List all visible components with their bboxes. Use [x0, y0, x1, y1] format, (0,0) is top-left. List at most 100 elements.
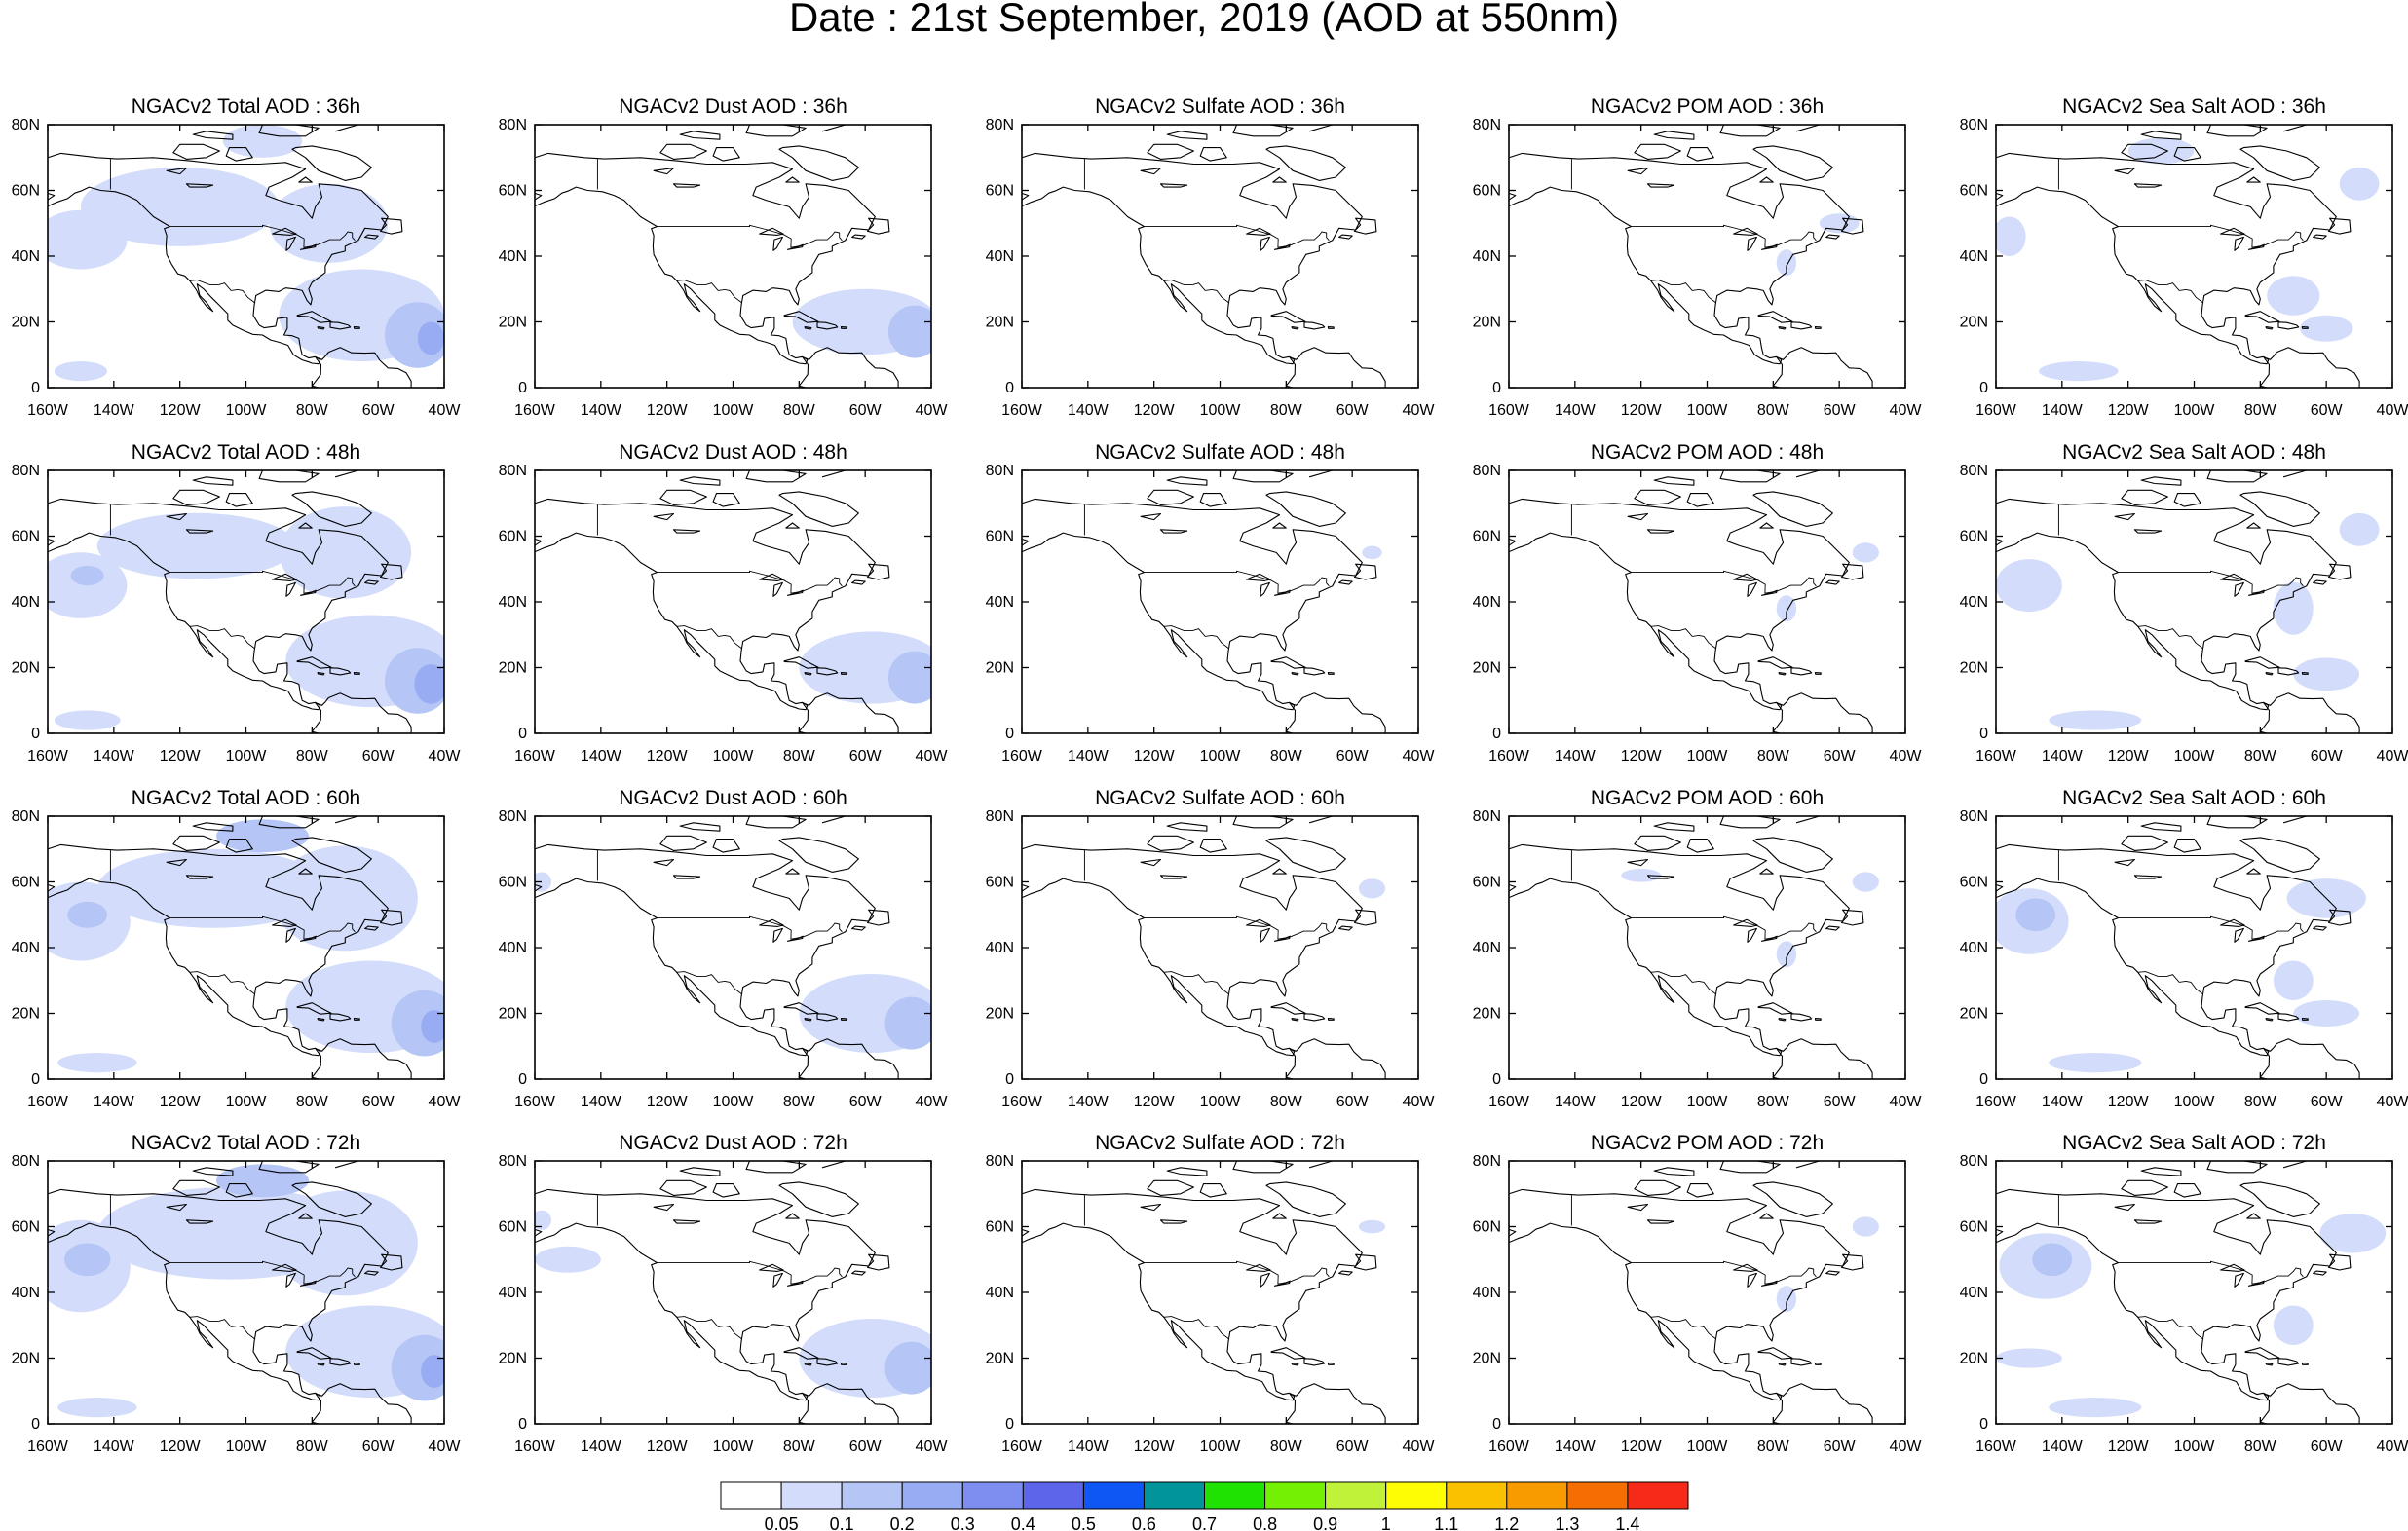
aod-shade-level-1: [2273, 1305, 2314, 1346]
us-mexico-border: [1163, 971, 1229, 994]
island-outline: [329, 1358, 352, 1366]
lat-tick-label: 0: [1492, 380, 1501, 396]
aod-field: [1996, 878, 2366, 1073]
us-canada-border: [657, 915, 843, 940]
island-outline: [1353, 1253, 1377, 1271]
lon-tick-label: 40W: [429, 1438, 462, 1455]
colorbar-label: 0.7: [1192, 1514, 1217, 1531]
island-outline: [296, 656, 332, 669]
map-panel-seasalt-72h: NGACv2 Sea Salt AOD : 72h 160W 140W 120W 100…: [1960, 1132, 2408, 1455]
island-outline: [1147, 1179, 1194, 1196]
lake-outline: [1140, 858, 1162, 867]
lon-tick-label: 40W: [2377, 1094, 2408, 1110]
lon-tick-label: 60W: [362, 1094, 395, 1110]
lat-tick-label: 20N: [499, 1006, 527, 1023]
lat-tick-label: 20N: [1473, 315, 1501, 331]
island-outline: [353, 326, 360, 329]
panel-title: NGACv2 POM AOD : 72h: [1591, 1132, 1824, 1154]
aod-field: [48, 1164, 444, 1418]
lake-outline: [653, 512, 675, 521]
island-outline: [679, 476, 721, 486]
panel-title: NGACv2 POM AOD : 36h: [1591, 95, 1824, 118]
us-mexico-border: [2137, 280, 2203, 303]
panel-title: NGACv2 Total AOD : 72h: [132, 1132, 360, 1154]
lat-tick-label: 80N: [499, 808, 527, 825]
lat-tick-label: 0: [1492, 1416, 1501, 1433]
island-outline: [192, 131, 234, 140]
lon-tick-label: 140W: [2042, 402, 2084, 419]
lon-tick-label: 60W: [1824, 1094, 1857, 1110]
us-canada-border: [1144, 570, 1330, 594]
lon-tick-label: 60W: [849, 402, 883, 419]
lat-tick-label: 60N: [986, 875, 1014, 891]
island-outline: [2206, 1161, 2268, 1174]
colorbar-swatch: [901, 1481, 963, 1510]
lake-outline: [1159, 183, 1188, 188]
panel-title: NGACv2 POM AOD : 60h: [1591, 787, 1824, 809]
island-outline: [298, 868, 313, 875]
south-america-coastline: [798, 692, 931, 733]
lat-tick-label: 40N: [12, 248, 40, 265]
lon-tick-label: 100W: [713, 1438, 755, 1455]
lon-tick-label: 40W: [1890, 402, 1923, 419]
map-panel-sulfate-36h: NGACv2 Sulfate AOD : 36h 160W 140W 120W 100W…: [986, 95, 1436, 419]
island-outline: [2327, 909, 2352, 926]
lake-outline: [1646, 529, 1675, 534]
lon-tick-label: 140W: [94, 1094, 135, 1110]
north-america-coastline: [535, 152, 876, 365]
lake-outline: [1747, 927, 1757, 943]
us-canada-border: [2118, 570, 2304, 594]
colorbar-swatch: [1385, 1481, 1448, 1510]
south-america-coastline: [1285, 1383, 1418, 1424]
lat-tick-label: 0: [1979, 380, 1988, 396]
aod-shade-level-1: [96, 848, 329, 928]
island-outline: [1272, 868, 1287, 875]
lake-outline: [1627, 858, 1649, 867]
figure-title: Date : 21st September, 2019 (AOD at 550n…: [789, 0, 1619, 40]
aod-shade-level-2: [64, 1243, 111, 1277]
island-outline: [317, 1018, 325, 1022]
island-outline: [1353, 563, 1377, 580]
island-outline: [1719, 1161, 1781, 1174]
island-outline: [1759, 522, 1774, 529]
island-outline: [1719, 816, 1781, 829]
north-america-coastline: [535, 1188, 876, 1401]
lake-outline: [1260, 927, 1270, 943]
island-outline: [2313, 234, 2327, 240]
greenland-coastline: [1795, 816, 1905, 824]
coastlines: [1509, 816, 1905, 1079]
aod-field: [1358, 878, 1386, 899]
aod-shade-level-2: [2032, 1243, 2073, 1277]
island-outline: [778, 491, 859, 527]
island-outline: [2206, 816, 2268, 829]
lon-tick-label: 160W: [1001, 1438, 1043, 1455]
island-outline: [2277, 1358, 2300, 1366]
panel-title: NGACv2 Dust AOD : 72h: [619, 1132, 847, 1154]
aod-field: [1621, 869, 1879, 968]
south-america-coastline: [1772, 1038, 1905, 1079]
lake-outline: [185, 875, 214, 879]
panel-title: NGACv2 Dust AOD : 36h: [619, 95, 847, 118]
coastlines: [1022, 470, 1418, 733]
aod-shade-level-2: [887, 651, 931, 704]
island-outline: [816, 321, 839, 330]
aod-field: [535, 872, 931, 1053]
island-outline: [296, 1347, 332, 1360]
island-outline: [2277, 667, 2300, 676]
lon-tick-label: 40W: [1890, 1094, 1923, 1110]
aod-shade-level-1: [535, 1210, 551, 1230]
aod-shade-level-1: [222, 125, 303, 158]
lake-outline: [653, 858, 675, 867]
panel-title: NGACv2 Total AOD : 36h: [132, 95, 360, 118]
island-outline: [2265, 326, 2274, 330]
lake-outline: [299, 589, 317, 596]
colorbar-swatch: [1022, 1481, 1084, 1510]
colorbar-swatch: [1325, 1481, 1387, 1510]
lon-tick-label: 100W: [2174, 748, 2216, 765]
lon-tick-label: 160W: [27, 1094, 69, 1110]
us-mexico-border: [1163, 280, 1229, 303]
island-outline: [659, 835, 707, 851]
island-outline: [353, 1363, 360, 1365]
colorbar-swatch: [1264, 1481, 1327, 1510]
lat-tick-label: 60N: [12, 183, 40, 200]
